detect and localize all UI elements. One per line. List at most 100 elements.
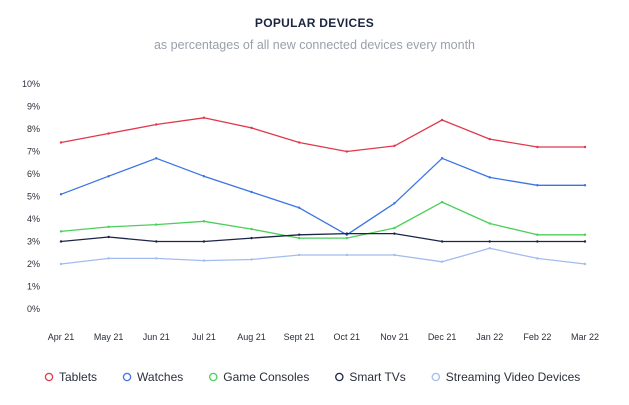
data-point-watches [393, 202, 396, 205]
data-point-streaming-video-devices [59, 262, 63, 266]
data-point-game-consoles [59, 230, 63, 233]
data-point-watches [155, 157, 158, 160]
data-point-game-consoles [440, 200, 444, 204]
data-point-streaming-video-devices [250, 258, 253, 261]
data-point-streaming-video-devices [536, 257, 539, 260]
y-tick-label: 8% [27, 124, 40, 134]
legend-label: Tablets [59, 370, 97, 384]
data-point-game-consoles [536, 233, 539, 236]
data-point-streaming-video-devices [393, 253, 396, 257]
chart-title: POPULAR DEVICES [254, 16, 375, 30]
x-tick-label: Nov 21 [380, 332, 409, 342]
legend-marker [335, 372, 344, 382]
data-point-watches [202, 175, 206, 178]
data-point-smart-tvs [155, 240, 158, 243]
x-tick-label: Feb 22 [523, 332, 551, 342]
x-tick-label: Sept 21 [284, 332, 315, 342]
data-point-streaming-video-devices [155, 257, 158, 260]
data-point-streaming-video-devices [345, 253, 349, 257]
plot-area [59, 116, 587, 266]
data-point-tablets [393, 144, 396, 148]
data-point-smart-tvs [107, 235, 110, 239]
data-point-smart-tvs [440, 240, 444, 243]
data-point-tablets [202, 116, 206, 119]
y-tick-label: 0% [27, 304, 40, 314]
x-tick-label: Oct 21 [334, 332, 361, 342]
data-point-streaming-video-devices [297, 253, 301, 257]
x-tick-label: Jan 22 [476, 332, 503, 342]
data-point-game-consoles [583, 233, 587, 236]
data-point-tablets [536, 145, 539, 149]
data-point-game-consoles [155, 223, 158, 226]
series-line-streaming-video-devices [60, 247, 586, 265]
y-tick-label: 3% [27, 237, 40, 247]
y-tick-label: 2% [27, 259, 40, 269]
data-point-game-consoles [393, 226, 396, 230]
data-point-watches [250, 190, 253, 194]
x-tick-label: Jul 21 [192, 332, 216, 342]
data-point-tablets [345, 150, 349, 153]
series-line-smart-tvs [60, 232, 585, 243]
data-point-smart-tvs [488, 240, 491, 243]
data-point-tablets [250, 126, 253, 130]
x-tick-label: May 21 [94, 332, 124, 342]
legend-label: Watches [137, 370, 183, 384]
data-point-watches [440, 157, 444, 160]
data-point-smart-tvs [345, 232, 349, 235]
data-point-tablets [59, 141, 63, 144]
data-point-game-consoles [107, 225, 110, 229]
data-point-streaming-video-devices [583, 262, 587, 266]
series-line-game-consoles [60, 201, 585, 239]
data-point-smart-tvs [202, 240, 206, 243]
data-point-smart-tvs [297, 233, 301, 236]
legend-item-smart-tvs: Smart TVs [335, 370, 406, 384]
data-point-game-consoles [202, 220, 206, 223]
data-point-tablets [155, 123, 158, 126]
x-tick-label: Jun 21 [143, 332, 170, 342]
legend-marker [209, 372, 218, 382]
y-tick-label: 5% [27, 192, 40, 202]
chart-subtitle: as percentages of all new connected devi… [153, 38, 476, 52]
series-line-tablets [60, 117, 585, 153]
legend-item-watches: Watches [122, 370, 183, 384]
data-point-smart-tvs [393, 232, 396, 235]
x-tick-label: Aug 21 [237, 332, 266, 342]
y-axis: 0% 1% 2% 3% 4% 5% 6% 7% 8% 9% 10% [22, 79, 40, 314]
data-point-watches [583, 184, 587, 187]
y-tick-label: 4% [27, 214, 40, 224]
x-tick-label: Dec 21 [428, 332, 457, 342]
data-point-watches [59, 193, 63, 196]
data-point-game-consoles [345, 236, 349, 240]
legend-marker [431, 372, 441, 382]
legend-item-tablets: Tablets [44, 370, 97, 384]
y-tick-label: 6% [27, 169, 40, 179]
data-point-tablets [488, 137, 491, 141]
data-point-game-consoles [488, 222, 491, 225]
legend-label: Streaming Video Devices [446, 370, 581, 384]
data-point-smart-tvs [583, 240, 587, 243]
legend: Tablets Watches Game Consoles Smart TVs Stre… [44, 370, 581, 384]
data-point-tablets [583, 145, 587, 149]
data-point-streaming-video-devices [440, 260, 444, 263]
x-tick-label: Mar 22 [571, 332, 599, 342]
data-point-smart-tvs [536, 240, 539, 243]
data-point-watches [297, 206, 301, 209]
data-point-watches [536, 184, 539, 187]
data-point-smart-tvs [250, 236, 253, 240]
data-point-watches [488, 176, 491, 179]
x-axis: Apr 21 May 21 Jun 21 Jul 21 Aug 21 Sept 21 Oct… [48, 332, 599, 342]
y-tick-label: 9% [27, 102, 40, 112]
data-point-streaming-video-devices [202, 259, 206, 262]
legend-marker [122, 372, 132, 382]
data-point-tablets [297, 141, 301, 144]
data-point-tablets [440, 118, 444, 122]
y-tick-label: 10% [22, 79, 40, 89]
data-point-streaming-video-devices [107, 257, 110, 260]
y-tick-label: 7% [27, 147, 40, 157]
legend-label: Smart TVs [349, 370, 405, 384]
data-point-watches [107, 175, 110, 178]
y-tick-label: 1% [27, 282, 40, 292]
series-line-watches [60, 157, 585, 236]
